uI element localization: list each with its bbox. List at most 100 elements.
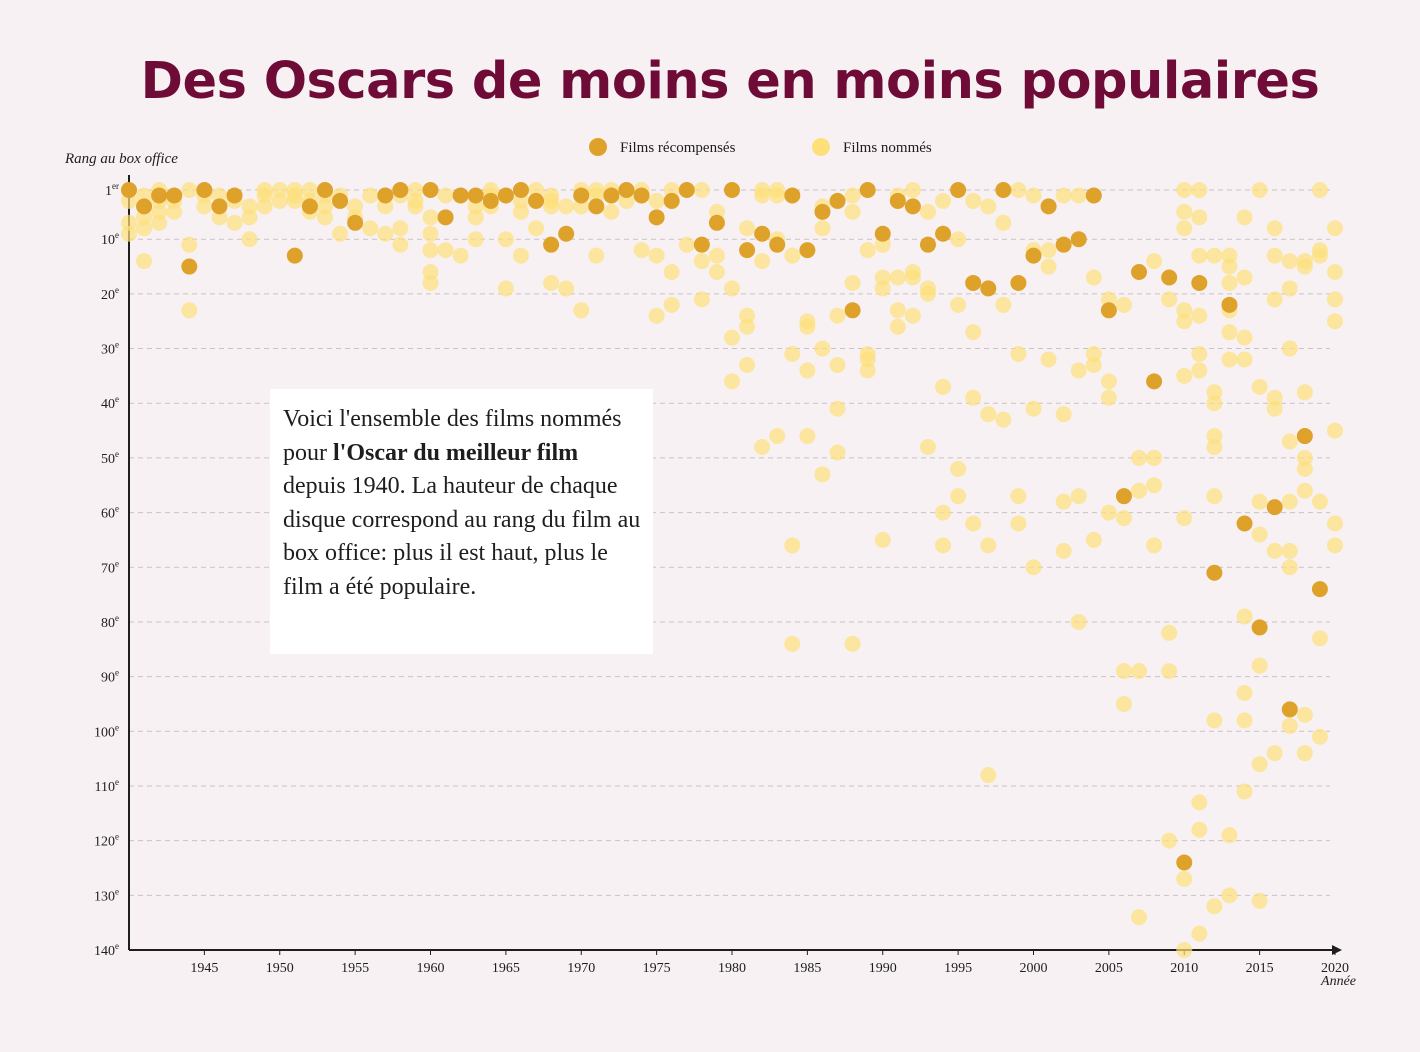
y-axis-label: Rang au box office	[64, 151, 178, 167]
nominee-point	[1055, 406, 1072, 423]
nominee-point	[1191, 182, 1208, 198]
winner-point	[1070, 231, 1087, 248]
annotation-text-1: Voici l'ensemble des films nommés pour	[283, 406, 622, 466]
nominee-point	[1206, 438, 1223, 455]
nominee-point	[1010, 182, 1027, 198]
x-tick-label: 2020	[1321, 961, 1349, 976]
winner-point	[1221, 296, 1238, 313]
nominee-point	[512, 203, 529, 220]
nominee-point	[1191, 362, 1208, 379]
nominee-point	[799, 362, 816, 379]
x-tick-label: 1950	[266, 961, 294, 976]
y-tick-suffix: e	[115, 285, 119, 295]
nominee-point	[1146, 449, 1163, 466]
winner-point	[1236, 515, 1253, 532]
nominee-point	[362, 187, 379, 204]
chart-title: Des Oscars de moins en moins populaires	[140, 52, 1320, 111]
nominee-point	[663, 296, 680, 313]
nominee-point	[1296, 482, 1313, 499]
nominee-point	[1281, 493, 1298, 510]
nominee-point	[1236, 269, 1253, 286]
nominee-point	[1085, 346, 1102, 363]
nominee-point	[1206, 384, 1223, 401]
legend-label-nominee: Films nommés	[843, 140, 932, 156]
y-tick-suffix: e	[115, 722, 119, 732]
nominee-point	[1236, 329, 1253, 346]
nominee-point	[648, 192, 665, 209]
nominee-point	[874, 236, 891, 253]
nominee-point	[136, 187, 153, 204]
nominee-point	[1176, 182, 1193, 198]
nominee-point	[1191, 821, 1208, 838]
nominee-point	[211, 209, 228, 226]
winner-point	[392, 182, 409, 198]
nominee-point	[407, 182, 424, 198]
axes	[128, 175, 1342, 955]
nominee-point	[1191, 346, 1208, 363]
winner-point	[543, 236, 560, 253]
annotation-text-2: depuis 1940. La hauteur de chaque disque…	[283, 473, 641, 600]
nominee-point	[814, 220, 831, 237]
nominee-point	[1281, 542, 1298, 559]
nominee-point	[633, 242, 650, 259]
nominee-point	[1221, 258, 1238, 275]
nominee-point	[904, 307, 921, 324]
winner-point	[950, 182, 967, 198]
winner-point	[467, 187, 484, 204]
nominee-point	[769, 187, 786, 204]
x-tick-label: 1990	[869, 961, 897, 976]
nominee-point	[708, 203, 725, 220]
winner-point	[769, 236, 786, 253]
nominee-point	[1025, 187, 1042, 204]
winner-point	[151, 187, 168, 204]
winner-point	[377, 187, 394, 204]
nominee-point	[1296, 706, 1313, 723]
nominee-point	[241, 231, 258, 248]
nominee-point	[151, 203, 168, 220]
nominee-point	[1281, 253, 1298, 270]
annotation-box: Voici l'ensemble des films nommés pour l…	[270, 389, 653, 654]
winner-point	[1025, 247, 1042, 264]
nominee-point	[980, 406, 997, 423]
y-tick-suffix: er	[112, 181, 119, 191]
nominee-point	[377, 225, 394, 242]
nominee-point	[950, 231, 967, 248]
nominee-point	[663, 182, 680, 198]
nominee-point	[1176, 870, 1193, 887]
nominee-point	[859, 362, 876, 379]
nominee-point	[1206, 428, 1223, 445]
winner-point	[693, 236, 710, 253]
winner-point	[1146, 373, 1163, 390]
winner-point	[181, 258, 198, 275]
nominee-point	[467, 209, 484, 226]
nominee-point	[769, 428, 786, 445]
nominee-point	[678, 236, 695, 253]
nominee-point	[196, 198, 213, 215]
nominee-point	[1146, 253, 1163, 270]
y-tick-suffix: e	[115, 340, 119, 350]
nominee-point	[844, 187, 861, 204]
nominee-point	[1236, 783, 1253, 800]
nominee-point	[799, 428, 816, 445]
nominee-point	[256, 187, 273, 204]
nominee-point	[965, 515, 982, 532]
y-tick-suffix: e	[115, 394, 119, 404]
nominee-point	[422, 225, 439, 242]
nominee-point	[1040, 258, 1057, 275]
nominee-point	[1191, 209, 1208, 226]
nominee-point	[121, 214, 137, 231]
winner-point	[874, 225, 891, 242]
nominee-point	[754, 187, 771, 204]
nominee-point	[136, 253, 153, 270]
winner-point	[316, 182, 333, 198]
y-tick-label: 1er	[105, 181, 119, 199]
y-tick-label: 40e	[101, 394, 119, 412]
nominee-point	[1251, 756, 1268, 773]
nominee-point	[1266, 542, 1283, 559]
nominee-point	[1176, 302, 1193, 319]
nominee-point	[1010, 515, 1027, 532]
nominee-point	[1161, 832, 1178, 849]
nominee-point	[1296, 449, 1313, 466]
nominee-point	[904, 269, 921, 286]
nominee-point	[648, 307, 665, 324]
